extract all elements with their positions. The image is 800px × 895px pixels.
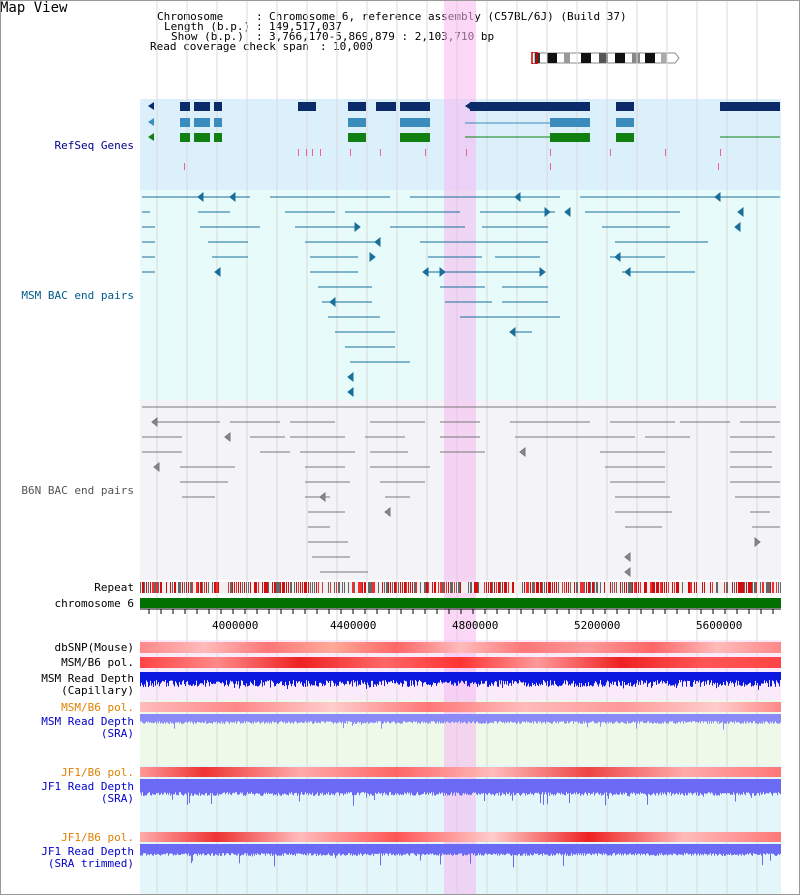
msm-pol-sra-label[interactable]: MSM/B6 pol. <box>61 701 134 714</box>
b6n-bac-track[interactable] <box>140 400 781 580</box>
length-label: Length (b.p.) <box>164 20 251 33</box>
msm-depth-sra-line2: (SRA) <box>100 727 134 740</box>
chromosome-ideogram[interactable] <box>529 52 681 64</box>
jf1-depth-sra-label[interactable]: JF1 Read Depth (SRA) <box>4 781 134 805</box>
msm-bac-track[interactable] <box>140 190 781 400</box>
coverage-value: 10,000 <box>333 40 373 53</box>
map-view-title: Map View <box>0 0 68 16</box>
msm-depth-cap-line2: (Capillary) <box>61 684 134 697</box>
grid-overlay <box>156 0 758 895</box>
colon: : <box>256 30 263 43</box>
msm-depth-sra-label[interactable]: MSM Read Depth (SRA) <box>4 716 134 740</box>
jf1-depth-trim-track[interactable] <box>140 844 781 868</box>
jf1-pol-trim-track[interactable] <box>140 832 781 842</box>
tick-label-5600000: 5600000 <box>696 619 743 632</box>
dbsnp-track[interactable] <box>140 642 781 653</box>
jf1-depth-trim-label[interactable]: JF1 Read Depth (SRA trimmed) <box>4 846 134 870</box>
repeat-track[interactable] <box>140 582 781 593</box>
tick-label-5200000: 5200000 <box>574 619 621 632</box>
msm-pol-track[interactable] <box>140 657 781 668</box>
msm-bac-label[interactable]: MSM BAC end pairs <box>21 289 134 302</box>
jf1-depth-trim-line1: JF1 Read Depth <box>41 845 134 858</box>
tick-label-4800000: 4800000 <box>452 619 499 632</box>
dbsnp-label[interactable]: dbSNP(Mouse) <box>54 641 134 654</box>
colon: : <box>320 40 327 53</box>
jf1-pol-label[interactable]: JF1/B6 pol. <box>61 766 134 779</box>
position-axis <box>140 608 781 614</box>
b6n-bac-label[interactable]: B6N BAC end pairs <box>21 484 134 497</box>
tick-label-4000000: 4000000 <box>212 619 259 632</box>
jf1-pol-track[interactable] <box>140 767 781 777</box>
jf1-depth-sra-track[interactable] <box>140 779 781 809</box>
selection-highlight[interactable] <box>444 0 476 895</box>
jf1-depth-sra-line2: (SRA) <box>100 792 134 805</box>
repeat-label[interactable]: Repeat <box>94 581 134 594</box>
colon: : <box>256 20 263 33</box>
tick-label-4400000: 4400000 <box>330 619 377 632</box>
jf1-depth-sra-line1: JF1 Read Depth <box>41 780 134 793</box>
msm-depth-sra-line1: MSM Read Depth <box>41 715 134 728</box>
chromosome-bar-label: chromosome 6 <box>54 597 134 610</box>
msm-depth-cap-line1: MSM Read Depth <box>41 672 134 685</box>
msm-pol-label[interactable]: MSM/B6 pol. <box>61 656 134 669</box>
show-label: Show (b.p.) <box>171 30 244 43</box>
msm-pol-sra-track[interactable] <box>140 702 781 712</box>
colon: : <box>256 10 263 23</box>
length-value: 149,517,037 <box>269 20 342 33</box>
coverage-label: Read coverage check span <box>150 40 309 53</box>
msm-depth-capillary-label[interactable]: MSM Read Depth (Capillary) <box>4 673 134 697</box>
refseq-genes-label[interactable]: RefSeq Genes <box>54 139 134 152</box>
chromosome-bar[interactable] <box>140 598 781 608</box>
msm-depth-capillary-track[interactable] <box>140 672 781 690</box>
jf1-pol-trim-label[interactable]: JF1/B6 pol. <box>61 831 134 844</box>
msm-depth-sra-track[interactable] <box>140 714 781 732</box>
chromosome-label: Chromosome <box>157 10 224 23</box>
refseq-genes-track[interactable] <box>140 99 781 190</box>
jf1-depth-trim-line2: (SRA trimmed) <box>47 857 134 870</box>
